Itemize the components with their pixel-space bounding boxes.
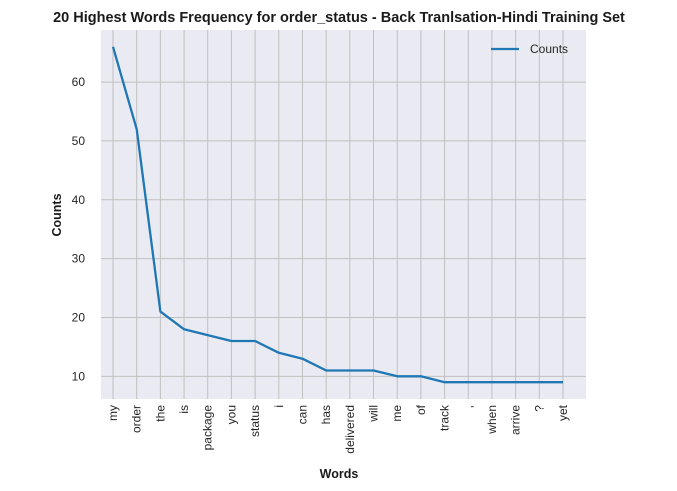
grid bbox=[101, 30, 586, 399]
x-tick-label: you bbox=[224, 405, 238, 424]
series-line-counts bbox=[111, 46, 563, 384]
x-tick-label: delivered bbox=[343, 405, 357, 454]
x-tick-label: arrive bbox=[509, 405, 523, 435]
y-tick-label: 50 bbox=[72, 134, 86, 148]
y-tick-label: 30 bbox=[72, 252, 86, 266]
x-tick-label: is bbox=[177, 405, 191, 414]
x-axis-label: Words bbox=[320, 467, 359, 481]
x-tick-label: can bbox=[295, 405, 309, 424]
x-tick-label: order bbox=[130, 405, 144, 433]
x-tick-label: , bbox=[461, 405, 475, 408]
x-tick-label: will bbox=[367, 405, 381, 423]
y-tick-label: 10 bbox=[72, 369, 86, 383]
plot-area bbox=[101, 30, 586, 399]
y-tick-label: 60 bbox=[72, 75, 86, 89]
x-tick-label: yet bbox=[556, 404, 570, 421]
x-tick-label: when bbox=[485, 405, 499, 435]
legend-label: Counts bbox=[530, 42, 568, 56]
x-tick-label: i bbox=[272, 405, 286, 408]
x-tick-label: my bbox=[106, 405, 120, 421]
x-tick-label: status bbox=[248, 405, 262, 437]
y-axis-label: Counts bbox=[50, 193, 64, 236]
y-tick-label: 20 bbox=[72, 310, 86, 324]
x-tick-label: of bbox=[414, 404, 428, 415]
y-axis: 10 20 30 40 50 60 bbox=[72, 75, 86, 383]
x-tick-label: the bbox=[153, 405, 167, 422]
chart-title: 20 Highest Words Frequency for order_sta… bbox=[53, 10, 625, 26]
legend: Counts bbox=[491, 42, 568, 56]
x-tick-label: has bbox=[319, 405, 333, 424]
x-axis: my order the is package you status i can has deliv… bbox=[106, 404, 570, 454]
x-tick-label: package bbox=[201, 405, 215, 451]
x-tick-label: me bbox=[390, 405, 404, 422]
x-tick-label: ? bbox=[532, 405, 546, 412]
x-tick-label: track bbox=[438, 404, 452, 431]
y-tick-label: 40 bbox=[72, 193, 86, 207]
